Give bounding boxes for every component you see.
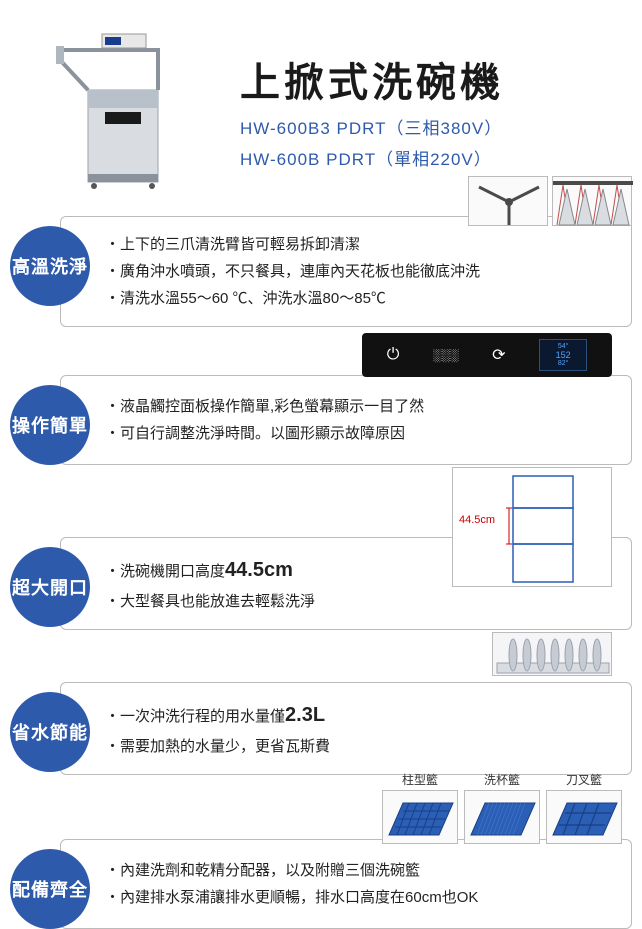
bullet: 大型餐具也能放進去輕鬆洗淨 xyxy=(105,588,613,615)
text: 洗碗機開口高度 xyxy=(120,563,225,580)
badge-large-opening: 超大開口 xyxy=(10,547,90,627)
panel-lcd: 54° 152 82° xyxy=(539,339,587,371)
lcd-top: 54° xyxy=(558,343,569,350)
rack-item: 洗杯籃 xyxy=(464,771,540,844)
power-icon: ⏻ xyxy=(387,346,400,364)
model-2: HW-600B PDRT（單相220V） xyxy=(240,145,632,170)
bullet: 一次沖洗行程的用水量僅2.3L xyxy=(105,697,613,733)
rack-item: 柱型籃 xyxy=(382,771,458,844)
lcd-mid: 152 xyxy=(556,350,571,360)
feature-accessories: 柱型籃 洗杯籃 xyxy=(10,839,632,929)
features-list: 高溫洗淨 上下的三爪清洗臂皆可輕易拆卸清潔 廣角沖水噴頭，不只餐具，連庫內天花板… xyxy=(0,216,642,929)
title-block: 上掀式洗碗機 HW-600B3 PDRT（三相380V） HW-600B PDR… xyxy=(220,20,632,200)
big-text: 44.5cm xyxy=(225,559,293,581)
bullet: 上下的三爪清洗臂皆可輕易拆卸清潔 xyxy=(105,231,613,258)
feature-large-opening: 44.5cm 超大開口 洗碗機開口高度44.5cm 大型餐具也能放進去輕鬆洗淨 xyxy=(10,537,632,630)
shower-icon: ░░░ xyxy=(433,348,459,362)
rack-images: 柱型籃 洗杯籃 xyxy=(382,771,622,844)
badge-easy-operate: 操作簡單 xyxy=(10,385,90,465)
rack-item: 刀叉籃 xyxy=(546,771,622,844)
lcd-bot: 82° xyxy=(558,360,569,367)
text: 大型餐具也能放進去輕鬆洗淨 xyxy=(120,593,315,610)
bullet: 廣角沖水噴頭，不只餐具，連庫內天花板也能徹底沖洗 xyxy=(105,258,613,285)
bullet: 清洗水溫55～60 ℃、沖洗水溫80～85℃ xyxy=(105,285,613,312)
control-panel-image: ⏻ ░░░ ⟳ 54° 152 82° xyxy=(362,333,612,377)
badge-hot-wash: 高溫洗淨 xyxy=(10,226,90,306)
dimension-label: 44.5cm xyxy=(459,514,495,526)
feature-easy-operate: ⏻ ░░░ ⟳ 54° 152 82° 操作簡單 液晶觸控面板操作簡單,彩色螢幕… xyxy=(10,375,632,465)
model-1: HW-600B3 PDRT（三相380V） xyxy=(240,114,632,139)
rack-label: 刀叉籃 xyxy=(546,771,622,788)
content-hot-wash: 上下的三爪清洗臂皆可輕易拆卸清潔 廣角沖水噴頭，不只餐具，連庫內天花板也能徹底沖… xyxy=(60,216,632,327)
badge-accessories: 配備齊全 xyxy=(10,849,90,929)
big-text: 2.3L xyxy=(285,704,325,726)
feature-hot-wash: 高溫洗淨 上下的三爪清洗臂皆可輕易拆卸清潔 廣角沖水噴頭，不只餐具，連庫內天花板… xyxy=(10,216,632,327)
feature-water-saving: 省水節能 一次沖洗行程的用水量僅2.3L 需要加熱的水量少，更省瓦斯費 xyxy=(10,682,632,775)
product-photo xyxy=(10,20,220,200)
bullet: 內建排水泵浦讓排水更順暢，排水口高度在60cm也OK xyxy=(105,884,613,911)
cycle-icon: ⟳ xyxy=(492,345,505,365)
rack-label: 柱型籃 xyxy=(382,771,458,788)
dish-rack-image xyxy=(492,632,612,676)
bullet: 可自行調整洗淨時間。以圖形顯示故障原因 xyxy=(105,420,613,447)
content-water-saving: 一次沖洗行程的用水量僅2.3L 需要加熱的水量少，更省瓦斯費 xyxy=(60,682,632,775)
main-title: 上掀式洗碗機 xyxy=(240,50,632,108)
bullet: 液晶觸控面板操作簡單,彩色螢幕顯示一目了然 xyxy=(105,393,613,420)
badge-water-saving: 省水節能 xyxy=(10,692,90,772)
spray-arm-images xyxy=(468,176,632,226)
text: 需要加熱的水量少，更省瓦斯費 xyxy=(120,738,330,755)
content-easy-operate: 液晶觸控面板操作簡單,彩色螢幕顯示一目了然 可自行調整洗淨時間。以圖形顯示故障原… xyxy=(60,375,632,465)
rack-label: 洗杯籃 xyxy=(464,771,540,788)
text: 一次沖洗行程的用水量僅 xyxy=(120,708,285,725)
content-accessories: 內建洗劑和乾精分配器，以及附贈三個洗碗籃 內建排水泵浦讓排水更順暢，排水口高度在… xyxy=(60,839,632,929)
opening-diagram: 44.5cm xyxy=(452,467,612,587)
header: 上掀式洗碗機 HW-600B3 PDRT（三相380V） HW-600B PDR… xyxy=(0,0,642,200)
bullet: 需要加熱的水量少，更省瓦斯費 xyxy=(105,733,613,760)
bullet: 內建洗劑和乾精分配器，以及附贈三個洗碗籃 xyxy=(105,857,613,884)
